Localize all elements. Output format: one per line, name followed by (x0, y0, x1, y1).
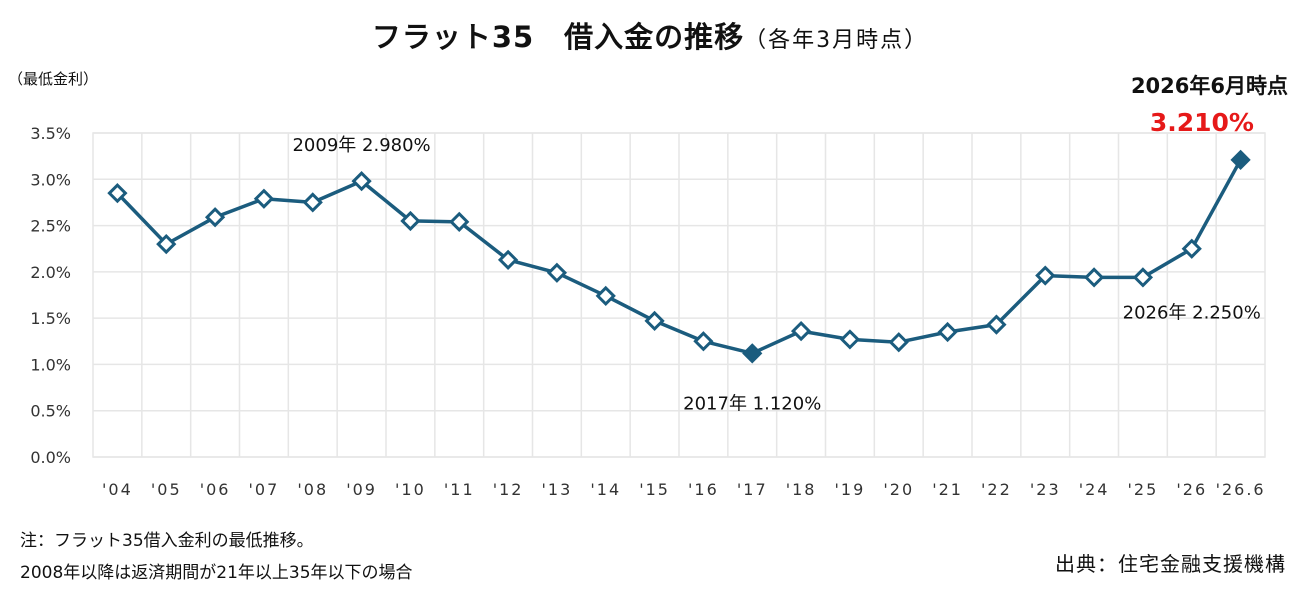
x-tick-label: '24 (1079, 480, 1110, 499)
y-tick-label: 0.5% (30, 402, 71, 421)
footnote-2: 2008年以降は返済期間が21年以上35年以下の場合 (20, 563, 413, 583)
x-tick-label: '14 (590, 480, 621, 499)
data-point (400, 210, 421, 232)
x-tick-label: '20 (883, 480, 914, 499)
data-point (693, 331, 714, 352)
data-annotation: 2026年 2.250% (1123, 303, 1261, 324)
y-tick-label: 3.5% (30, 124, 71, 143)
data-point (1083, 267, 1105, 288)
x-tick-label: '13 (542, 480, 573, 499)
x-tick-label: '04 (102, 480, 133, 499)
x-tick-label: '18 (786, 480, 817, 499)
x-tick-label: '05 (151, 480, 182, 499)
x-tick-label: '07 (249, 480, 280, 499)
latest-rate-heading: 2026年6月時点 (1130, 74, 1288, 98)
x-tick-label: '19 (835, 480, 866, 499)
x-tick-label: '12 (493, 480, 524, 499)
latest-rate-value: 3.210% (1149, 108, 1254, 137)
data-point (790, 320, 812, 342)
data-point (546, 262, 568, 283)
source-credit: 出典：住宅金融支援機構 (1055, 552, 1286, 576)
x-tick-label: '16 (688, 480, 719, 499)
x-tick-label: '15 (639, 480, 670, 499)
x-tick-label: '25 (1128, 480, 1159, 499)
data-point (888, 332, 909, 353)
data-point (839, 329, 861, 350)
data-point (937, 321, 958, 343)
data-point (497, 249, 519, 270)
y-tick-label: 0.0% (30, 448, 71, 467)
data-point (1035, 265, 1056, 286)
x-tick-label: '11 (444, 480, 475, 499)
data-point (595, 285, 616, 307)
y-axis-label: （最低金利） (8, 70, 99, 88)
y-tick-label: 2.0% (30, 263, 71, 282)
chart-subtitle: （各年3月時点） (744, 28, 929, 53)
data-point (986, 314, 1007, 335)
x-tick-label: '22 (981, 480, 1012, 499)
y-tick-label: 3.0% (30, 170, 71, 189)
x-tick-label: '17 (737, 480, 768, 499)
data-point (1181, 238, 1202, 259)
x-tick-label: '10 (395, 480, 426, 499)
x-tick-label: '26.6 (1216, 480, 1266, 499)
data-point (1132, 267, 1154, 288)
x-tick-label: '21 (932, 480, 963, 499)
chart-title: フラット35 借入金の推移（各年3月時点） (0, 14, 1300, 56)
data-point (204, 207, 226, 228)
data-point (644, 310, 665, 332)
y-tick-label: 1.5% (30, 309, 71, 328)
data-point (107, 183, 128, 204)
data-point-highlight (742, 343, 763, 364)
data-annotation: 2009年 2.980% (292, 135, 430, 156)
data-point (156, 233, 177, 255)
x-tick-label: '23 (1030, 480, 1061, 499)
x-tick-label: '09 (346, 480, 377, 499)
data-annotation: 2017年 1.120% (683, 393, 821, 414)
data-point (302, 192, 323, 213)
y-tick-label: 2.5% (30, 217, 71, 236)
chart-title-main: フラット35 借入金の推移 (371, 20, 745, 54)
data-point (253, 188, 275, 209)
data-point-highlight (1230, 149, 1251, 170)
x-tick-label: '26 (1176, 480, 1207, 499)
y-tick-label: 1.0% (30, 355, 71, 374)
data-point (351, 171, 372, 192)
footnote-1: 注：フラット35借入金利の最低推移。 (20, 531, 314, 551)
x-tick-label: '06 (200, 480, 231, 499)
data-point (449, 211, 470, 232)
x-tick-label: '08 (297, 480, 328, 499)
